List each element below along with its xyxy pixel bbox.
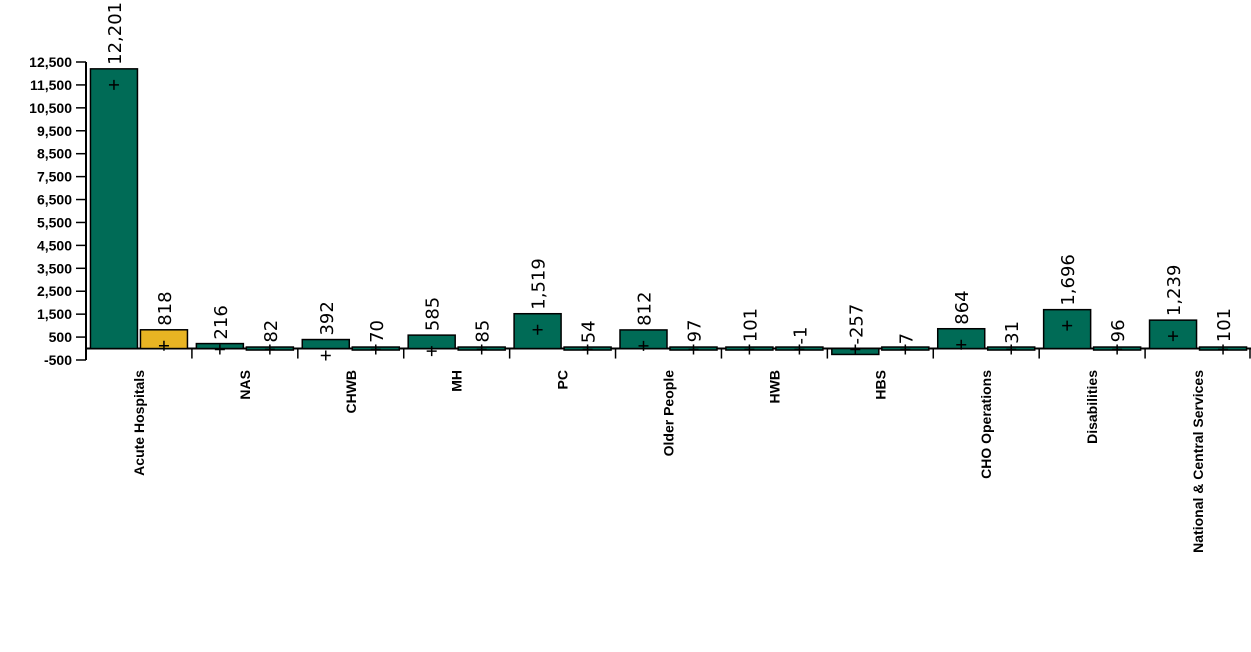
bar-marker	[426, 346, 437, 357]
bar-marker	[320, 350, 331, 361]
data-label: 82	[261, 320, 282, 343]
y-tick-label: -500	[44, 352, 72, 368]
category-label: National & Central Services	[1190, 370, 1206, 553]
data-label: 1,696	[1058, 254, 1079, 306]
category-label: Older People	[661, 370, 677, 457]
category-label: CHO Operations	[978, 370, 994, 479]
bar-marker	[850, 344, 861, 355]
category-label: HWB	[766, 370, 782, 403]
data-label: 864	[952, 290, 973, 324]
data-label: 85	[473, 320, 494, 343]
category-label: MH	[449, 370, 465, 392]
y-tick-label: 500	[49, 329, 73, 345]
y-tick-label: 7,500	[37, 169, 72, 185]
category-label: PC	[555, 370, 571, 389]
bar-marker	[1062, 320, 1073, 331]
bar-marker	[476, 344, 487, 355]
bar-marker	[582, 344, 593, 355]
y-tick-label: 1,500	[37, 306, 72, 322]
bar-marker	[1168, 331, 1179, 342]
y-tick-label: 9,500	[37, 123, 72, 139]
data-label: 818	[155, 291, 176, 325]
y-tick-label: 4,500	[37, 237, 72, 253]
data-label: 12,201	[105, 2, 126, 65]
bar-marker	[638, 340, 649, 351]
y-tick-label: 11,500	[30, 77, 72, 93]
category-label: CHWB	[343, 370, 359, 414]
data-label: -257	[846, 304, 867, 345]
y-axis: -500 500 1,500 2,500 3,500 4,500 5,500 6,500 7,5…	[29, 54, 87, 368]
bar-marker	[900, 344, 911, 355]
data-label: 96	[1108, 319, 1129, 342]
bar-marker	[1112, 344, 1123, 355]
bars	[89, 68, 1248, 361]
data-label: 7	[896, 333, 917, 344]
y-tick-label: 8,500	[37, 146, 72, 162]
category-label: NAS	[237, 370, 253, 400]
y-tick-label: 12,500	[29, 54, 72, 70]
data-label: 101	[1214, 308, 1235, 342]
bar-marker	[1218, 344, 1229, 355]
y-tick-label: 5,500	[37, 214, 72, 230]
data-label: 585	[423, 297, 444, 331]
data-label: 31	[1002, 321, 1023, 344]
data-label: 812	[635, 292, 656, 326]
data-label: 54	[579, 320, 600, 343]
bar	[89, 68, 139, 350]
data-label: 216	[211, 305, 232, 339]
category-label: Acute Hospitals	[131, 370, 147, 476]
data-label: 101	[740, 308, 761, 342]
y-tick-label: 2,500	[37, 283, 72, 299]
bar-marker	[264, 344, 275, 355]
data-label: 392	[317, 301, 338, 335]
data-label: 97	[685, 319, 706, 342]
bar-marker	[1006, 344, 1017, 355]
bar-marker	[532, 324, 543, 335]
bar-marker	[370, 344, 381, 355]
y-tick-label: 3,500	[37, 260, 72, 276]
x-axis: Acute Hospitals NAS CHWB MH PC Older People HW…	[85, 347, 1251, 553]
bar-marker	[158, 340, 169, 351]
bar-marker	[794, 344, 805, 355]
category-label: HBS	[872, 370, 888, 400]
category-label: Disabilities	[1084, 370, 1100, 444]
bar-marker	[214, 344, 225, 355]
bar-marker	[744, 344, 755, 355]
data-label: 70	[367, 320, 388, 343]
y-tick-label: 6,500	[37, 192, 72, 208]
bar-marker	[956, 339, 967, 350]
bar-marker	[108, 79, 119, 90]
data-label: -1	[790, 327, 811, 345]
data-label: 1,519	[529, 258, 550, 310]
y-tick-label: 10,500	[29, 100, 72, 116]
bar	[301, 338, 351, 350]
data-label: 1,239	[1164, 265, 1185, 317]
data-labels: 12,201 216 392 585 1,519 812 101 -257 864 1,696 1,…	[105, 2, 1235, 345]
bar-marker	[688, 344, 699, 355]
